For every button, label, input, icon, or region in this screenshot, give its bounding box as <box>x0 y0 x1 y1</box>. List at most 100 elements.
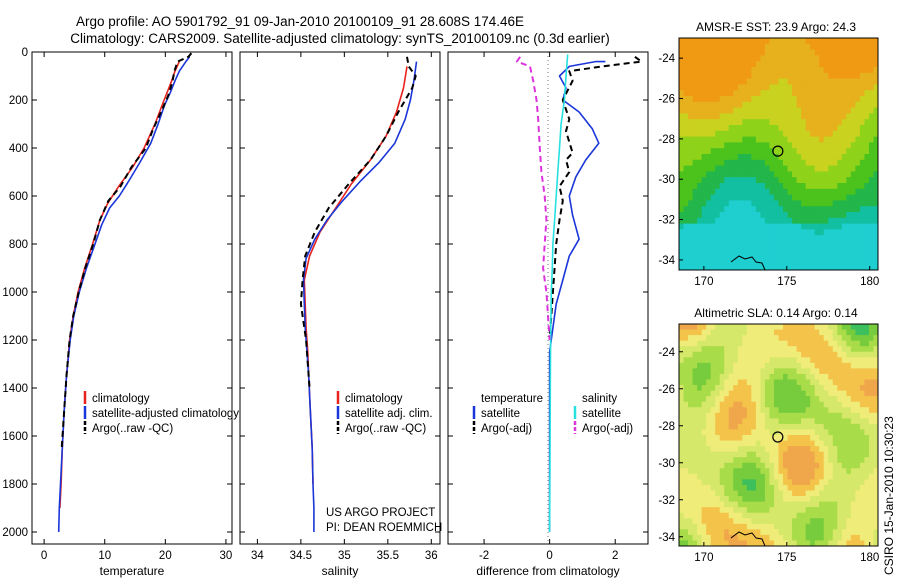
map-cell <box>828 125 834 132</box>
map-cell <box>751 61 757 68</box>
map-cell <box>742 90 748 97</box>
map-cell <box>801 340 807 347</box>
map-cell <box>783 55 788 62</box>
map-cell <box>728 38 734 45</box>
map-cell <box>769 340 775 347</box>
map-cell <box>683 473 689 480</box>
map-cell <box>873 412 879 419</box>
map-cell <box>787 84 793 91</box>
map-cell <box>733 165 739 172</box>
map-cell <box>778 340 784 347</box>
map-cell <box>828 171 834 178</box>
map-cell <box>792 418 797 425</box>
map-cell <box>828 518 834 525</box>
map-cell <box>832 136 838 143</box>
map-cell <box>719 379 725 386</box>
map-cell <box>742 523 748 530</box>
map-cell <box>683 534 689 541</box>
map-cell <box>837 130 843 137</box>
map-cell <box>764 451 770 458</box>
map-cell <box>692 101 698 108</box>
map-cell <box>801 429 807 436</box>
map-cell <box>773 468 779 475</box>
map-cell <box>792 390 797 397</box>
map-cell <box>760 194 766 201</box>
map-cell <box>850 407 856 414</box>
map-cell <box>688 468 693 475</box>
map-cell <box>755 148 761 155</box>
map-cell <box>783 512 788 519</box>
map-cell <box>796 324 802 330</box>
map-cell <box>769 462 775 469</box>
map-cell <box>814 119 820 126</box>
map-cell <box>864 136 870 143</box>
map-cell <box>688 206 693 213</box>
map-cell <box>679 96 684 103</box>
map-cell <box>724 418 730 425</box>
map-cell <box>868 385 874 391</box>
map-cell <box>719 43 725 50</box>
map-cell <box>846 346 852 353</box>
map-cell <box>769 148 775 155</box>
map-cell <box>683 435 689 441</box>
map-cell <box>841 468 847 475</box>
map-cell <box>810 468 816 475</box>
map-cell <box>692 235 698 242</box>
map-cell <box>859 496 865 502</box>
map-cell <box>724 67 730 74</box>
map-cell <box>746 529 752 536</box>
map-cell <box>742 457 748 464</box>
map-cell <box>810 507 816 514</box>
map-cell <box>728 351 734 358</box>
map-cell <box>751 258 757 265</box>
map-cell <box>679 379 684 386</box>
map-cell <box>801 540 807 547</box>
map-cell <box>733 346 739 353</box>
map-cell <box>859 200 865 207</box>
map-cell <box>715 246 721 253</box>
map-cell <box>868 43 874 50</box>
map-cell <box>737 368 743 375</box>
map-cell <box>737 72 743 79</box>
map-cell <box>719 119 725 126</box>
map-cell <box>724 72 730 79</box>
map-cell <box>683 446 689 453</box>
map-x-tick-label: 175 <box>777 276 796 288</box>
map-cell <box>832 496 838 502</box>
map-cell <box>697 468 703 475</box>
map-cell <box>692 512 698 519</box>
map-cell <box>710 78 716 85</box>
map-cell <box>692 523 698 530</box>
map-cell <box>773 329 779 336</box>
map-cell <box>679 84 684 91</box>
map-cell <box>805 357 811 364</box>
map-cell <box>679 148 684 155</box>
map-cell <box>697 241 703 248</box>
map-cell <box>728 418 734 425</box>
map-cell <box>733 362 739 369</box>
map-cell <box>814 264 820 271</box>
map-cell <box>810 113 816 120</box>
map-cell <box>751 264 757 271</box>
map-cell <box>764 423 770 430</box>
map-cell <box>792 324 797 330</box>
map-cell <box>683 246 689 253</box>
map-cell <box>688 451 693 458</box>
map-cell <box>755 390 761 397</box>
map-cell <box>850 423 856 430</box>
map-cell <box>828 340 834 347</box>
map-cell <box>746 49 752 56</box>
map-cell <box>764 154 770 161</box>
map-cell <box>837 368 843 375</box>
map-cell <box>751 165 757 172</box>
map-cell <box>679 462 684 469</box>
map-cell <box>751 78 757 85</box>
map-cell <box>760 329 766 336</box>
map-cell <box>837 484 843 491</box>
map-cell <box>805 154 811 161</box>
map-cell <box>850 368 856 375</box>
map-cell <box>773 229 779 236</box>
map-cell <box>841 252 847 259</box>
map-cell <box>868 177 874 184</box>
map-cell <box>764 418 770 425</box>
